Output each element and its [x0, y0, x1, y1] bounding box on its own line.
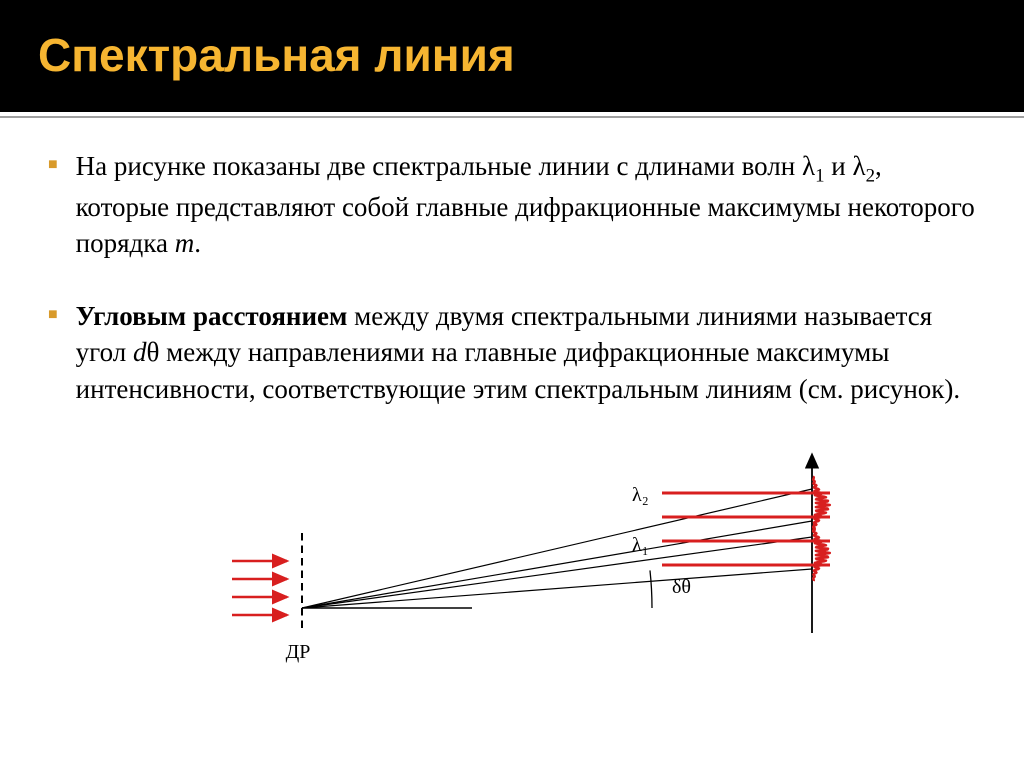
svg-text:δθ: δθ	[672, 576, 691, 598]
bullet-item-2: ■ Угловым расстоянием между двумя спектр…	[48, 298, 976, 407]
text-fragment: .	[194, 228, 201, 258]
subscript: 1	[815, 165, 824, 186]
physics-diagram: ДР λ₂ λ₁ δθ	[132, 443, 892, 673]
italic-m: m	[175, 228, 195, 258]
svg-text:λ₂: λ₂	[632, 484, 649, 506]
subscript: 2	[866, 165, 875, 186]
theta-symbol: θ	[146, 337, 159, 367]
bullet-item-1: ■ На рисунке показаны две спектральные л…	[48, 148, 976, 262]
svg-text:ДР: ДР	[286, 641, 311, 663]
text-fragment: и λ	[825, 151, 866, 181]
bullet-text-1: На рисунке показаны две спектральные лин…	[76, 148, 976, 262]
text-fragment: На рисунке показаны две спектральные лин…	[76, 151, 815, 181]
svg-text:λ₁: λ₁	[632, 534, 649, 556]
bullet-marker: ■	[48, 156, 58, 262]
italic-d: d	[133, 337, 147, 367]
bullet-marker: ■	[48, 306, 58, 407]
text-fragment: между направлениями на главные дифракцио…	[76, 337, 961, 403]
slide-content: ■ На рисунке показаны две спектральные л…	[0, 118, 1024, 673]
diagram-svg: ДР λ₂ λ₁ δθ	[132, 443, 892, 673]
slide-header: Спектральная линия	[0, 0, 1024, 116]
bold-term: Угловым расстоянием	[76, 301, 348, 331]
slide-title: Спектральная линия	[38, 28, 986, 82]
bullet-text-2: Угловым расстоянием между двумя спектрал…	[76, 298, 976, 407]
